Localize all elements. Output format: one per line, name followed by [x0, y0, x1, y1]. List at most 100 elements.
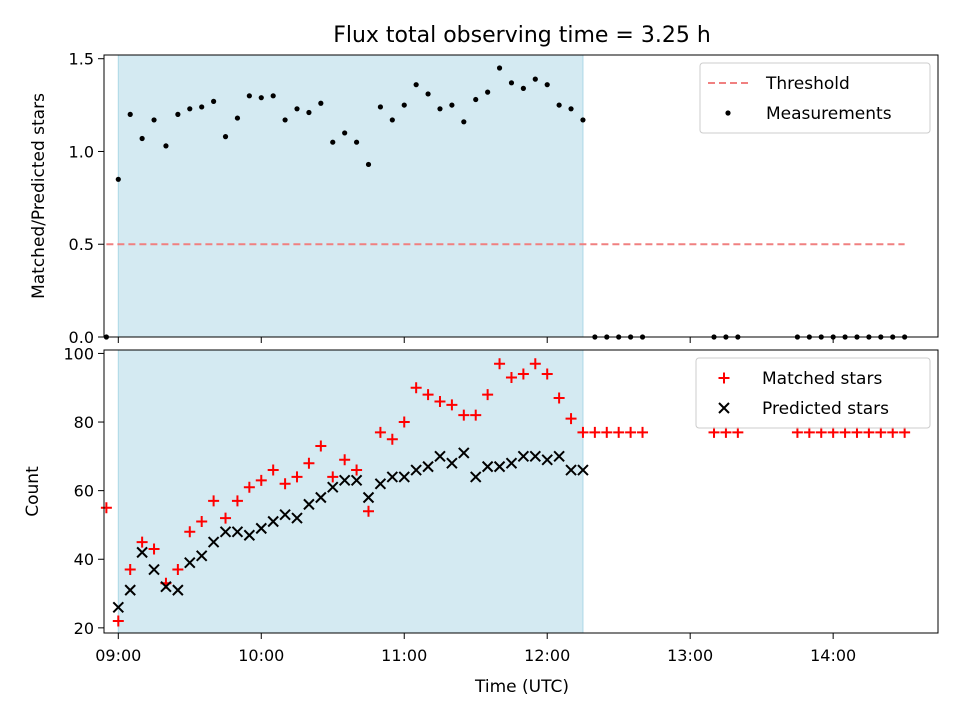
- measurement-point: [389, 117, 395, 123]
- measurement-point: [377, 104, 384, 110]
- matched-star-point: [172, 564, 184, 576]
- matched-star-point: [803, 426, 815, 438]
- measurement-point: [306, 109, 312, 116]
- predicted-star-point: [231, 526, 244, 538]
- predicted-star-point: [410, 464, 422, 476]
- y-tick-label: 1.0: [69, 142, 94, 161]
- matched-star-point: [255, 474, 267, 486]
- matched-star-point: [613, 426, 625, 438]
- y-tick-label: 20: [74, 619, 94, 638]
- bottom-panel-star-counts: 20 40 60 80 100 09:00 10:00 11:00 12:00 13:00 14:0…: [23, 344, 939, 665]
- matched-star-point: [279, 478, 291, 490]
- predicted-star-point: [470, 471, 482, 483]
- matched-star-point: [267, 464, 279, 476]
- y-tick-label: 0.5: [69, 235, 94, 254]
- matched-star-point: [791, 426, 803, 438]
- predicted-star-point: [207, 536, 220, 548]
- chart-title: Flux total observing time = 3.25 h: [333, 23, 711, 48]
- axes-frame: [103, 54, 939, 338]
- measurement-point: [246, 93, 252, 99]
- matched-star-point: [303, 457, 315, 469]
- predicted-star-point: [505, 457, 518, 469]
- matched-star-point: [553, 392, 565, 404]
- matched-star-point: [220, 512, 232, 524]
- matched-star-point: [374, 426, 386, 438]
- matched-star-point: [529, 358, 541, 370]
- measurement-point: [508, 80, 515, 86]
- measurement-point: [151, 117, 157, 123]
- legend-label: Threshold: [765, 74, 850, 94]
- x-tick-label: 10:00: [238, 646, 284, 665]
- legend: Matched stars Predicted stars: [695, 357, 931, 429]
- x-tick-label: 13:00: [667, 646, 713, 665]
- predicted-star-point: [553, 450, 565, 463]
- measurement-point: [365, 161, 372, 168]
- matched-star-point: [589, 426, 601, 438]
- x-axis-label: Time (UTC): [474, 677, 569, 697]
- predicted-star-point: [434, 450, 446, 463]
- matched-star-point: [899, 426, 911, 438]
- x-tick-label: 11:00: [381, 646, 427, 665]
- matched-star-point: [601, 426, 613, 438]
- measurement-point: [532, 76, 538, 82]
- matched-star-point: [112, 615, 124, 627]
- matched-star-point: [482, 389, 494, 401]
- measurement-point: [163, 143, 169, 149]
- predicted-star-point: [458, 447, 470, 459]
- predicted-star-point: [577, 464, 589, 476]
- matched-star-point: [196, 516, 208, 528]
- y-axis-label: Count: [23, 466, 43, 517]
- matched-star-point: [863, 426, 875, 438]
- measurement-point: [258, 95, 264, 101]
- matched-star-point: [136, 536, 148, 548]
- y-tick-label: 0.0: [69, 328, 94, 347]
- predicted-star-point: [422, 460, 434, 473]
- matched-star-point: [339, 454, 351, 466]
- measurement-point: [437, 106, 443, 112]
- predicted-star-point: [255, 522, 267, 535]
- measurement-point: [568, 106, 574, 112]
- predicted-star-point: [136, 546, 148, 559]
- measurement-point: [461, 119, 467, 125]
- observing-span-shading: [118, 350, 583, 633]
- legend-label: Measurements: [766, 104, 892, 124]
- measurement-point: [270, 93, 276, 99]
- predicted-star-point: [327, 481, 339, 493]
- y-tick-label: 60: [74, 482, 94, 501]
- predicted-star-point: [124, 584, 136, 596]
- matched-star-point: [208, 495, 220, 507]
- matched-star-point: [875, 426, 887, 438]
- predicted-star-point: [446, 457, 458, 469]
- matched-star-point: [124, 564, 136, 576]
- predicted-star-point: [148, 563, 160, 576]
- measurement-point: [580, 117, 586, 123]
- matched-star-point: [565, 413, 577, 425]
- predicted-star-point: [267, 515, 279, 528]
- top-panel-matched-predicted-ratio: 0.0 0.5 1.0 1.5 Matched/Predicted stars Thres…: [29, 50, 939, 347]
- matched-star-point: [577, 426, 589, 438]
- legend-matched-swatch: [718, 372, 730, 384]
- matched-star-point: [148, 543, 160, 555]
- y-tick-label: 1.5: [69, 50, 94, 69]
- measurement-point: [294, 106, 300, 112]
- matched-star-point: [517, 368, 529, 380]
- matched-star-point: [446, 399, 458, 411]
- measurement-point: [485, 89, 491, 95]
- measurement-point: [473, 96, 479, 103]
- matched-star-point: [625, 426, 637, 438]
- measurement-point: [211, 98, 217, 104]
- matched-star-point: [732, 426, 744, 438]
- predicted-star-point: [362, 491, 375, 504]
- predicted-star-point: [398, 471, 410, 483]
- matched-star-point: [410, 382, 422, 394]
- matched-star-point: [708, 426, 720, 438]
- matched-star-point: [851, 426, 863, 438]
- matched-star-point: [315, 440, 327, 452]
- predicted-star-point: [565, 464, 577, 476]
- measurement-point: [199, 104, 205, 110]
- predicted-star-point: [315, 491, 327, 504]
- x-tick-label: 09:00: [95, 646, 141, 665]
- measurement-point: [449, 102, 455, 108]
- y-axis-label: Matched/Predicted stars: [29, 93, 49, 299]
- matched-star-point: [637, 426, 649, 438]
